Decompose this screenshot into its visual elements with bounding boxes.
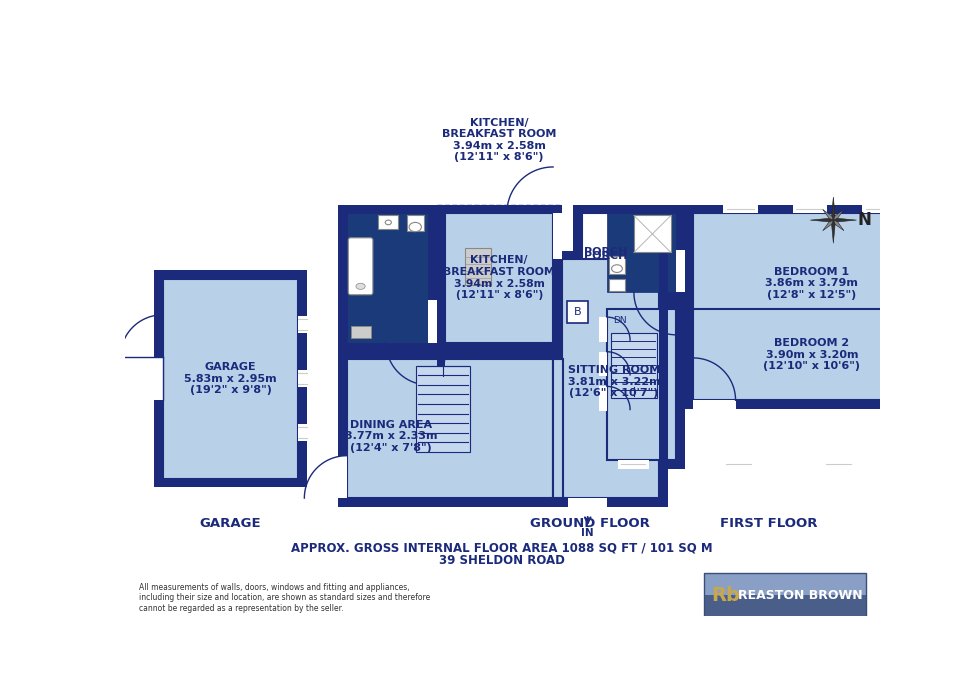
Bar [599, 205, 685, 301]
Polygon shape [832, 197, 835, 220]
Text: REASTON BROWN: REASTON BROWN [738, 589, 862, 601]
Bar [428, 300, 437, 343]
Text: DINING AREA
3.77m x 2.33m
(12'4" x 7'8"): DINING AREA 3.77m x 2.33m (12'4" x 7'8") [345, 420, 438, 453]
Text: FIRST FLOOR: FIRST FLOOR [720, 517, 817, 530]
Bar [573, 205, 639, 314]
Bar [338, 456, 347, 498]
Bar [562, 260, 660, 498]
Bar [553, 213, 562, 260]
Ellipse shape [385, 220, 391, 225]
Bar [298, 370, 307, 388]
Bar [634, 215, 671, 253]
Bar [298, 424, 307, 441]
Bar [347, 213, 428, 343]
Text: GROUND FLOOR: GROUND FLOOR [530, 517, 650, 530]
Bar [607, 213, 676, 293]
Bar [793, 205, 827, 213]
Text: 39 SHELDON ROAD: 39 SHELDON ROAD [439, 554, 565, 567]
Bar [685, 205, 939, 363]
Bar [378, 215, 398, 229]
Bar [723, 205, 758, 213]
Polygon shape [823, 210, 833, 220]
Text: N: N [858, 211, 871, 229]
Bar [599, 317, 607, 342]
Text: All measurements of walls, doors, windows and fitting and appliances,
including : All measurements of walls, doors, window… [139, 583, 430, 612]
Bar [437, 351, 445, 397]
Bar [338, 351, 347, 507]
Bar [693, 213, 930, 354]
Bar [437, 205, 562, 351]
Ellipse shape [612, 265, 622, 273]
Bar [445, 213, 553, 343]
Bar [610, 255, 624, 274]
Bar [338, 205, 437, 351]
Text: PORCH: PORCH [584, 246, 627, 257]
Bar [568, 498, 607, 507]
Bar [617, 460, 649, 468]
Bar [599, 386, 607, 411]
Bar [930, 340, 939, 374]
Text: SITTING ROOM
3.81m x 3.22m
(12'6" x 10'7"): SITTING ROOM 3.81m x 3.22m (12'6" x 10'7… [567, 365, 661, 399]
Bar [163, 279, 298, 479]
Bar [581, 213, 630, 306]
Bar [823, 460, 855, 468]
Ellipse shape [409, 222, 421, 232]
Bar [553, 498, 667, 507]
Bar [347, 359, 553, 498]
Polygon shape [832, 220, 835, 243]
Bar [553, 251, 667, 507]
Bar [416, 365, 470, 452]
Polygon shape [810, 219, 833, 222]
Bar [704, 573, 865, 617]
Text: PORCH: PORCH [584, 251, 627, 260]
Bar [407, 215, 423, 231]
Ellipse shape [356, 283, 366, 289]
Text: GARAGE: GARAGE [200, 517, 262, 530]
Polygon shape [833, 210, 844, 220]
Bar [154, 357, 163, 399]
Text: GARAGE
5.83m x 2.95m
(19'2" x 9'8"): GARAGE 5.83m x 2.95m (19'2" x 9'8") [184, 362, 276, 395]
FancyBboxPatch shape [348, 238, 373, 295]
Bar [861, 205, 897, 213]
Bar [610, 279, 624, 291]
Bar [338, 498, 562, 507]
Bar [567, 301, 589, 322]
Bar [704, 573, 865, 595]
Text: BEDROOM 1
3.86m x 3.79m
(12'8" x 12'5"): BEDROOM 1 3.86m x 3.79m (12'8" x 12'5") [765, 266, 858, 300]
Text: UP: UP [437, 355, 449, 364]
Polygon shape [833, 219, 857, 222]
Bar [660, 251, 667, 507]
Bar [607, 309, 676, 460]
Bar [901, 460, 931, 468]
Bar [338, 351, 570, 507]
Bar [676, 250, 685, 293]
Text: B: B [574, 307, 581, 317]
Bar [704, 595, 865, 617]
Bar [465, 248, 492, 285]
Bar [351, 326, 370, 338]
Text: BEDROOM 2
3.90m x 3.20m
(12'10" x 10'6"): BEDROOM 2 3.90m x 3.20m (12'10" x 10'6") [763, 338, 860, 372]
Bar [154, 270, 307, 487]
Bar [599, 301, 685, 468]
Bar [685, 301, 939, 409]
Bar [599, 352, 607, 376]
Bar [553, 359, 563, 498]
Text: DN: DN [613, 316, 627, 325]
Bar [611, 333, 657, 398]
Polygon shape [823, 220, 833, 230]
Bar [723, 460, 754, 468]
Bar [298, 316, 307, 334]
Polygon shape [833, 220, 844, 230]
Text: IN: IN [581, 529, 594, 538]
Bar [553, 351, 562, 507]
Text: APPROX. GROSS INTERNAL FLOOR AREA 1088 SQ FT / 101 SQ M: APPROX. GROSS INTERNAL FLOOR AREA 1088 S… [291, 542, 713, 554]
Bar [693, 309, 930, 400]
Text: KITCHEN/
BREAKFAST ROOM
3.94m x 2.58m
(12'11" x 8'6"): KITCHEN/ BREAKFAST ROOM 3.94m x 2.58m (1… [443, 255, 555, 300]
Bar [693, 400, 736, 409]
Text: Rb: Rb [711, 585, 740, 605]
Text: KITCHEN/
BREAKFAST ROOM
3.94m x 2.58m
(12'11" x 8'6"): KITCHEN/ BREAKFAST ROOM 3.94m x 2.58m (1… [442, 118, 557, 163]
